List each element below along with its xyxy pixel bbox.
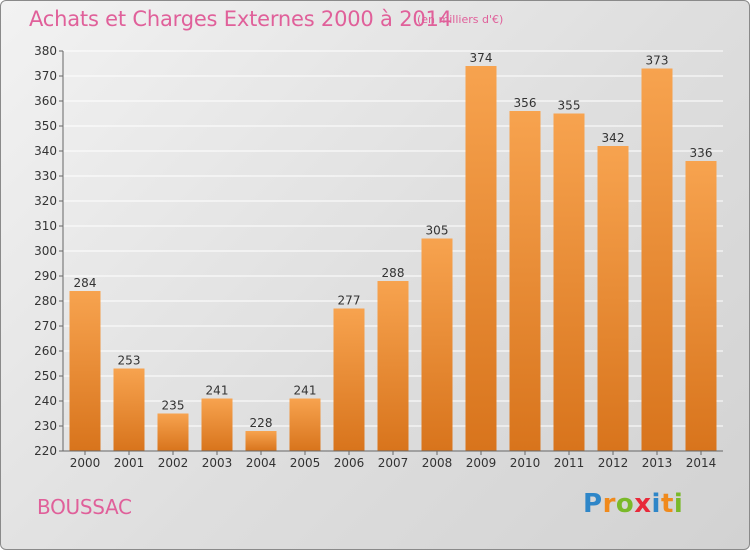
- y-tick-label: 350: [34, 119, 57, 133]
- bar-2013: [641, 68, 673, 451]
- bar-2008: [421, 238, 453, 451]
- y-tick-label: 230: [34, 419, 57, 433]
- logo-letter: o: [615, 489, 635, 519]
- x-tick-label: 2000: [70, 456, 101, 470]
- value-label: 288: [382, 266, 405, 280]
- x-tick-label: 2002: [158, 456, 189, 470]
- x-tick-label: 2012: [598, 456, 629, 470]
- value-label: 241: [206, 384, 229, 398]
- value-label: 284: [74, 276, 97, 290]
- x-tick-label: 2005: [290, 456, 321, 470]
- x-tick-label: 2007: [378, 456, 409, 470]
- y-tick-label: 300: [34, 244, 57, 258]
- y-tick-label: 270: [34, 319, 57, 333]
- commune-name: BOUSSAC: [37, 495, 132, 519]
- logo-letter: i: [673, 489, 684, 519]
- value-label: 277: [338, 294, 361, 308]
- y-tick-label: 240: [34, 394, 57, 408]
- logo-letter: r: [602, 489, 616, 519]
- value-label: 228: [250, 416, 273, 430]
- x-tick-label: 2011: [554, 456, 585, 470]
- x-tick-label: 2010: [510, 456, 541, 470]
- value-label: 253: [118, 354, 141, 368]
- logo-letter: t: [660, 489, 674, 519]
- bar-2010: [509, 111, 541, 451]
- x-tick-label: 2003: [202, 456, 233, 470]
- y-tick-label: 310: [34, 219, 57, 233]
- bar-2005: [289, 398, 321, 451]
- bar-2002: [157, 413, 189, 451]
- y-tick-label: 360: [34, 94, 57, 108]
- bar-2006: [333, 308, 365, 451]
- x-tick-label: 2001: [114, 456, 145, 470]
- y-tick-label: 370: [34, 69, 57, 83]
- y-tick-label: 330: [34, 169, 57, 183]
- value-label: 342: [602, 131, 625, 145]
- x-tick-label: 2014: [686, 456, 717, 470]
- value-label: 374: [470, 51, 493, 65]
- x-tick-label: 2013: [642, 456, 673, 470]
- bars: 284 253 235 241 228 241 277 288 305 374 356 355 342 3…: [69, 51, 717, 451]
- bar-2007: [377, 281, 409, 451]
- x-tick-label: 2008: [422, 456, 453, 470]
- y-tick-label: 280: [34, 294, 57, 308]
- value-label: 336: [690, 146, 713, 160]
- bar-2009: [465, 66, 497, 451]
- chart-title: Achats et Charges Externes 2000 à 2014: [29, 7, 452, 31]
- bar-2011: [553, 113, 585, 451]
- logo-letter: i: [651, 489, 661, 519]
- value-label: 355: [558, 99, 581, 113]
- value-label: 373: [646, 54, 669, 68]
- y-tick-label: 340: [34, 144, 57, 158]
- x-tick-label: 2009: [466, 456, 497, 470]
- value-label: 356: [514, 96, 537, 110]
- y-tick-label: 320: [34, 194, 57, 208]
- bar-2012: [597, 146, 629, 451]
- y-tick-label: 250: [34, 369, 57, 383]
- value-label: 305: [426, 224, 449, 238]
- bar-2001: [113, 368, 145, 451]
- y-tick-label: 380: [34, 44, 57, 58]
- x-tick-label: 2004: [246, 456, 277, 470]
- bar-2014: [685, 161, 717, 451]
- bar-2004: [245, 431, 277, 451]
- x-tick-label: 2006: [334, 456, 365, 470]
- logo-letter: x: [634, 489, 652, 519]
- proxiti-logo: Proxiti: [583, 489, 683, 519]
- y-tick-label: 260: [34, 344, 57, 358]
- y-tick-label: 290: [34, 269, 57, 283]
- x-axis: 2000 2001 2002 2003 2004 2005 2006 2007 2008 2009…: [63, 450, 723, 470]
- value-label: 241: [294, 384, 317, 398]
- bar-2000: [69, 291, 101, 451]
- chart-unit: (en milliers d'€): [417, 13, 504, 26]
- value-label: 235: [162, 399, 185, 413]
- logo-letter: P: [583, 489, 603, 519]
- y-axis: 220 230 240 250 260 270 280 290 300 310 320 330 340 3…: [34, 44, 64, 458]
- y-tick-label: 220: [34, 444, 57, 458]
- bar-2003: [201, 398, 233, 451]
